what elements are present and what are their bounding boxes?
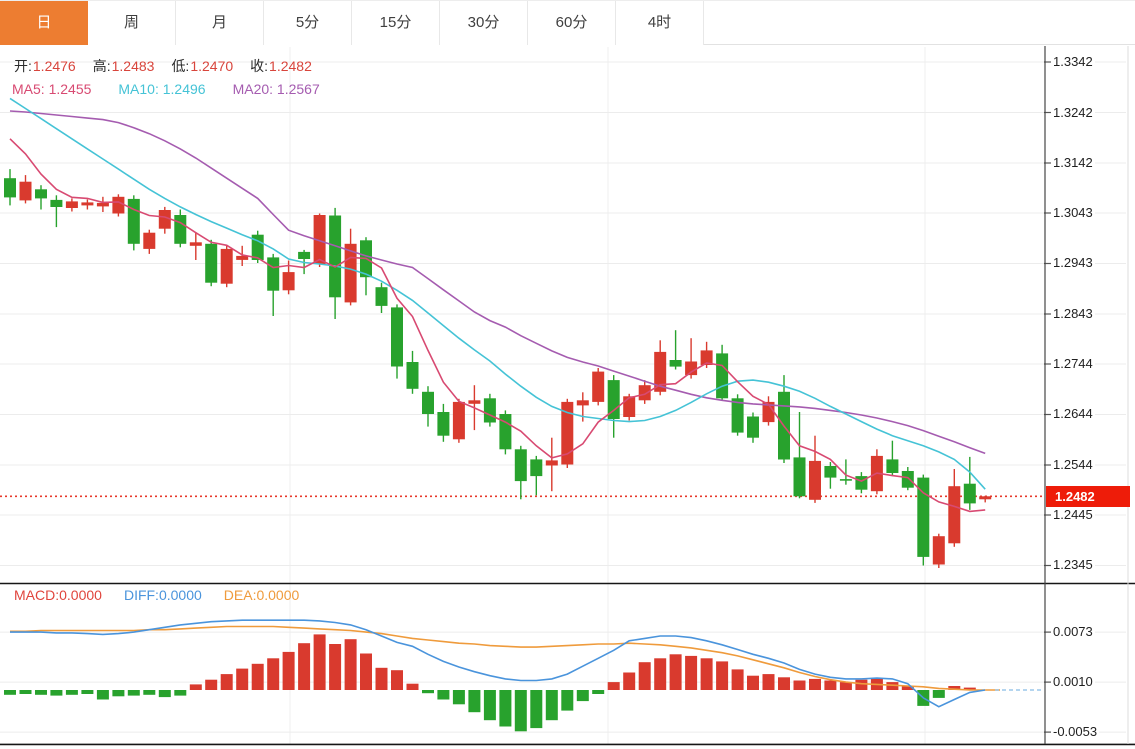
- high-label: 高:: [92, 58, 111, 74]
- dea-value: 0.0000: [256, 587, 300, 603]
- price-axis-label: 1.2843: [1051, 305, 1095, 322]
- ma5-value: MA5: 1.2455: [12, 81, 92, 97]
- diff-label: DIFF:: [123, 587, 159, 603]
- tab-day[interactable]: 日: [0, 1, 88, 45]
- price-axis-label: 1.3043: [1051, 204, 1095, 221]
- tab-30min[interactable]: 30分: [440, 1, 528, 45]
- price-axis-label: 1.3142: [1051, 155, 1095, 171]
- ma20-value: MA20: 1.2567: [232, 81, 320, 97]
- dea-label: DEA:: [223, 587, 257, 603]
- diff-value: 0.0000: [158, 587, 202, 603]
- macd-axis-label: 0.0073: [1051, 624, 1095, 641]
- low-label: 低:: [171, 58, 190, 74]
- ma-readout: MA5: 1.2455 MA10: 1.2496 MA20: 1.2567: [12, 81, 320, 97]
- ma10-value: MA10: 1.2496: [118, 81, 206, 97]
- price-axis-label: 1.2644: [1051, 406, 1095, 423]
- low-value: 1.2470: [190, 58, 234, 74]
- tab-4hour[interactable]: 4时: [616, 1, 704, 45]
- open-label: 开:: [14, 58, 32, 74]
- current-price-badge: 1.2482: [1046, 486, 1130, 507]
- macd-axis-label: 0.0010: [1051, 674, 1095, 691]
- ohlc-readout: 开:1.2476 高:1.2483 低:1.2470 收:1.2482: [14, 56, 329, 76]
- price-axis-label: 1.3242: [1051, 104, 1095, 121]
- high-value: 1.2483: [111, 58, 155, 74]
- timeframe-tabbar: 日 周 月 5分 15分 30分 60分 4时: [0, 0, 1135, 45]
- close-value: 1.2482: [269, 58, 312, 74]
- tab-15min[interactable]: 15分: [352, 1, 440, 45]
- price-axis-label: 1.2345: [1051, 557, 1095, 574]
- price-axis-label: 1.3342: [1051, 54, 1095, 70]
- tab-5min[interactable]: 5分: [264, 1, 352, 45]
- tab-60min[interactable]: 60分: [528, 1, 616, 45]
- macd-value: 0.0000: [59, 587, 102, 603]
- price-axis-label: 1.2445: [1051, 506, 1095, 523]
- price-axis-label: 1.2744: [1051, 355, 1095, 372]
- macd-readout: MACD:0.0000 DIFF:0.0000 DEA:0.0000: [14, 587, 299, 603]
- macd-label: MACD:: [14, 587, 60, 603]
- tab-month[interactable]: 月: [176, 1, 264, 45]
- tab-week[interactable]: 周: [88, 1, 176, 45]
- price-axis-label: 1.2544: [1051, 456, 1095, 473]
- close-label: 收:: [250, 58, 269, 74]
- open-value: 1.2476: [32, 58, 76, 74]
- price-axis-label: 1.2943: [1051, 255, 1095, 272]
- macd-axis-label: -0.0053: [1051, 724, 1100, 741]
